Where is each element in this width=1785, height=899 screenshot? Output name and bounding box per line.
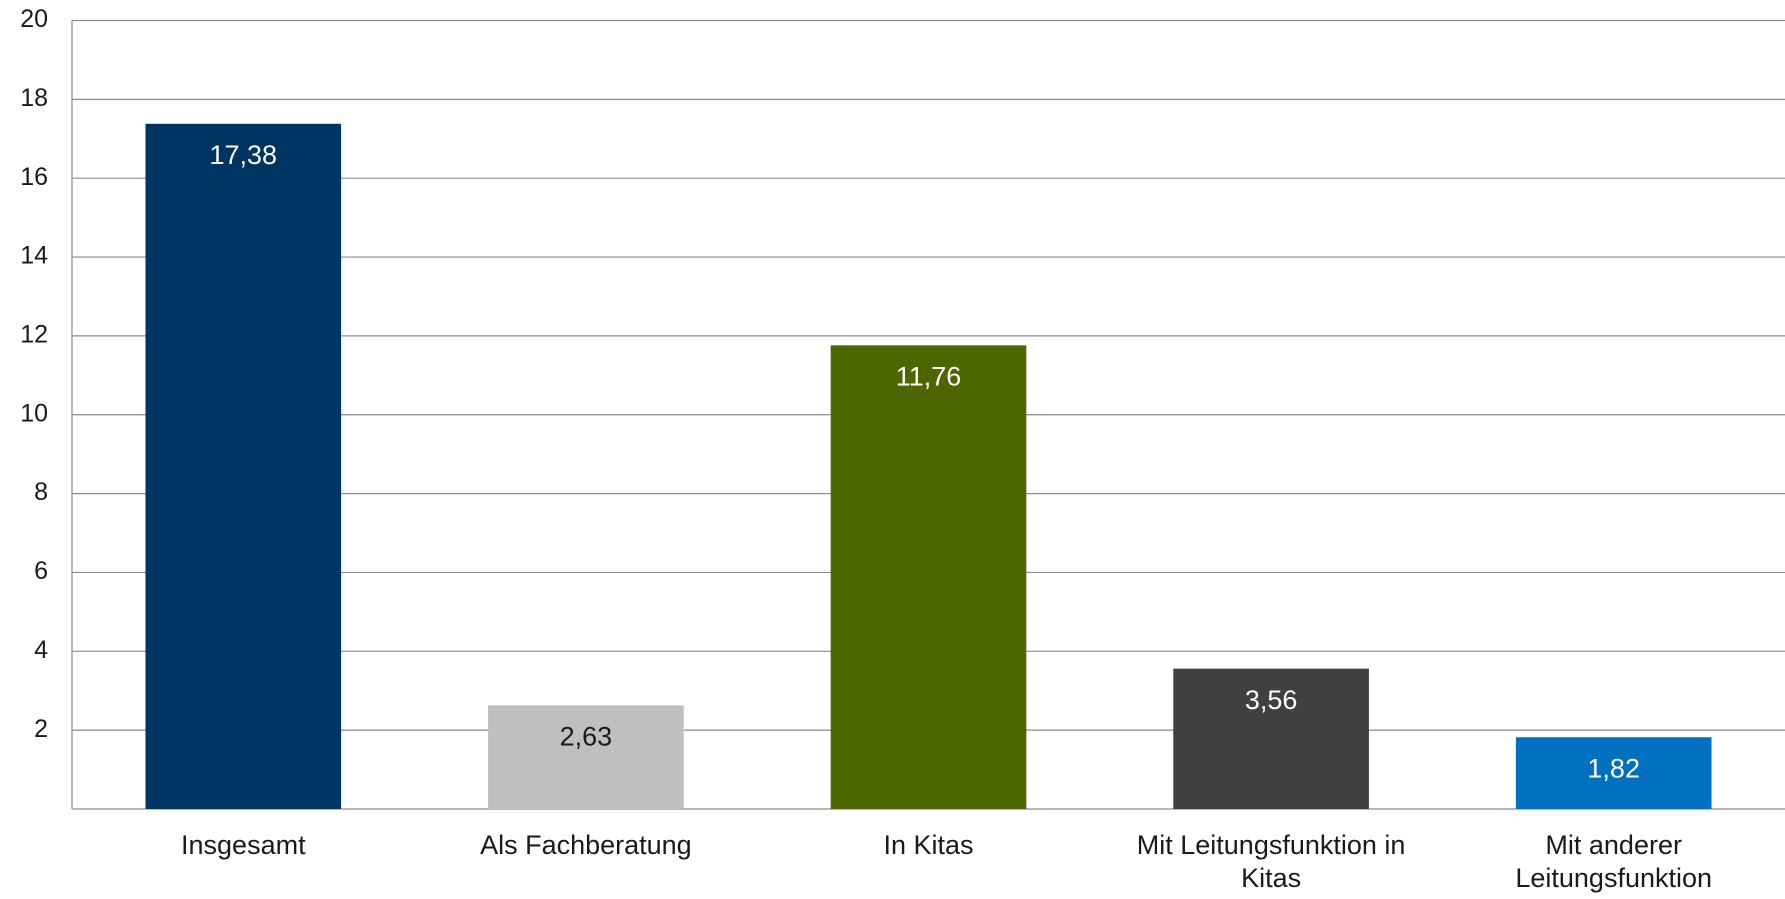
y-tick-label: 6 — [34, 557, 48, 585]
bar — [1515, 737, 1712, 809]
x-tick-label: Mit anderer Leitungsfunktion — [1515, 830, 1712, 893]
y-tick-label: 12 — [20, 321, 48, 349]
bar — [145, 123, 342, 809]
bar — [830, 345, 1027, 809]
x-tick-label: Als Fachberatung — [480, 830, 692, 860]
bar — [1173, 668, 1369, 809]
y-tick-label: 8 — [34, 478, 48, 506]
value-label: 2,63 — [560, 721, 613, 751]
bar — [488, 705, 684, 809]
x-tick-label: Insgesamt — [181, 830, 306, 860]
value-label: 1,82 — [1587, 753, 1640, 783]
y-tick-label: 10 — [20, 399, 48, 427]
value-label: 17,38 — [210, 140, 278, 170]
x-tick-label: Mit Leitungsfunktion in Kitas — [1137, 830, 1406, 893]
y-tick-label: 20 — [20, 5, 48, 33]
x-tick-label: In Kitas — [883, 830, 973, 860]
y-tick-label: 14 — [20, 242, 48, 270]
y-tick-label: 18 — [20, 84, 48, 112]
value-label: 3,56 — [1245, 685, 1298, 715]
y-tick-label: 4 — [34, 636, 48, 664]
y-tick-label: 2 — [34, 715, 48, 743]
value-label: 11,76 — [896, 361, 962, 391]
y-tick-label: 16 — [20, 163, 48, 191]
